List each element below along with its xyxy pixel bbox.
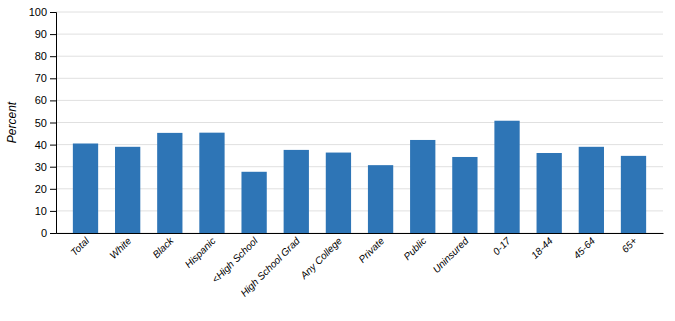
grid-line [56,34,663,35]
tick-label: 18-44 [529,235,555,261]
bar [410,140,435,233]
tick: White [107,235,133,261]
y-axis: 0 10 20 30 40 50 60 70 80 90 100 [29,6,57,239]
bar [494,121,519,233]
tick-mark [50,233,56,234]
tick: 65+ [619,235,639,255]
tick-label: Hispanic [183,235,218,270]
grid-line [56,100,663,101]
bar [115,147,140,233]
y-axis-title: Percent [5,101,19,143]
tick-label: Private [356,235,386,265]
bar [241,172,266,233]
tick: Public [401,235,428,262]
tick: 0-17 [491,235,513,257]
tick: Uninsured [431,235,471,275]
bar [537,153,562,233]
tick-label: 90 [35,28,47,40]
tick-label: 80 [35,50,47,62]
tick: 20 [35,183,56,195]
tick-label: White [107,235,133,261]
chart-container: 0 10 20 30 40 50 60 70 80 90 100 Total White Black His… [0,0,675,321]
grid [56,12,663,233]
bar [73,143,98,233]
bars [73,121,646,233]
tick-label: 70 [35,72,47,84]
tick: 70 [35,72,56,84]
tick-label: 20 [35,183,47,195]
grid-line [56,210,663,211]
tick-label: Any College [297,235,344,282]
bar [284,150,309,233]
tick: 80 [35,50,56,62]
tick-mark [50,12,56,13]
bar [157,133,182,233]
tick-mark [50,189,56,190]
tick-label: 65+ [619,235,639,255]
tick-label: 0 [41,227,47,239]
tick-mark [50,167,56,168]
tick-mark [50,123,56,124]
tick-label: Black [150,234,176,260]
tick-mark [50,100,56,101]
tick: High School Grad [238,235,302,299]
tick: 18-44 [529,235,555,261]
tick: 40 [35,139,56,151]
grid-line [56,233,663,234]
tick: 10 [35,205,56,217]
tick: Total [68,235,91,258]
tick-label: 50 [35,117,47,129]
tick: Any College [297,235,344,282]
tick-label: 45-64 [571,235,597,261]
tick: 100 [29,6,56,18]
tick-label: High School Grad [238,235,302,299]
bar [368,165,393,233]
grid-line [56,122,663,123]
tick-mark [50,145,56,146]
bar [452,157,477,233]
tick-mark [50,56,56,57]
bar [579,147,604,233]
tick: 0 [41,227,56,239]
grid-line [56,166,663,167]
tick-label: Total [68,235,91,258]
grid-line [56,144,663,145]
tick: 60 [35,94,56,106]
tick-mark [50,78,56,79]
chart-svg: 0 10 20 30 40 50 60 70 80 90 100 Total White Black His… [0,0,675,321]
tick: 50 [35,117,56,129]
tick-label: 60 [35,94,47,106]
grid-line [56,188,663,189]
tick-label: 100 [29,6,47,18]
grid-line [56,56,663,57]
bar [326,153,351,233]
bar [199,133,224,233]
tick-label: 0-17 [491,235,513,257]
tick-mark [50,34,56,35]
tick-label: Public [401,235,428,262]
tick: 45-64 [571,235,597,261]
axis-line [50,13,57,234]
tick: Black [150,234,176,260]
tick-label: 10 [35,205,47,217]
tick-label: 30 [35,161,47,173]
plot-area: 0 10 20 30 40 50 60 70 80 90 100 Total White Black His… [29,6,664,299]
tick-label: 40 [35,139,47,151]
grid-line [56,12,663,13]
tick: 90 [35,28,56,40]
tick-label: Uninsured [431,235,471,275]
bar [621,156,646,233]
tick: Private [356,235,386,265]
tick-mark [50,211,56,212]
tick: Hispanic [183,235,218,270]
axis-line [57,233,664,234]
x-axis: TotalWhiteBlackHispanic<High SchoolHigh … [57,234,664,299]
tick: 30 [35,161,56,173]
grid-line [56,78,663,79]
